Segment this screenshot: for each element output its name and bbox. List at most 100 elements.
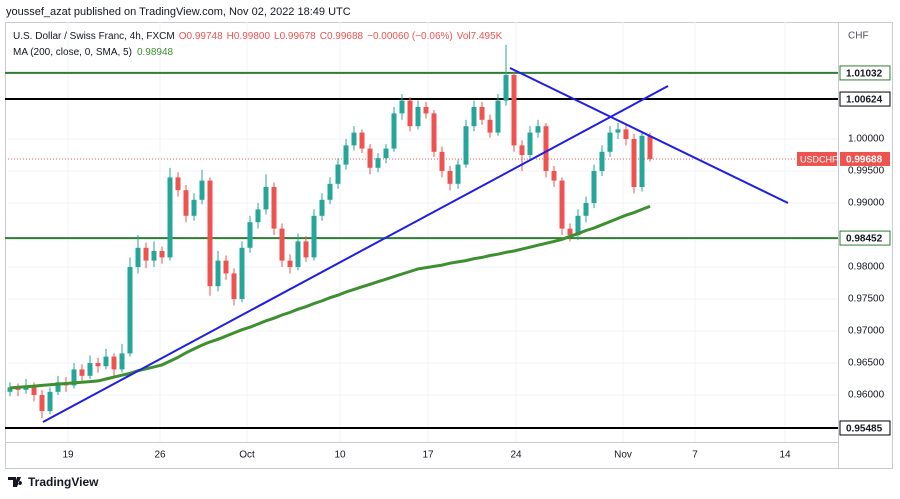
candle-body bbox=[487, 119, 493, 133]
candle-body bbox=[31, 385, 37, 396]
levels: 1.01032 1.00624 0.98452 0.95485 bbox=[5, 65, 891, 436]
symbol-label: USDCHF bbox=[800, 154, 838, 164]
level-label: 1.00624 bbox=[846, 95, 883, 106]
candle-body bbox=[623, 129, 629, 139]
ma-name: MA (200, close, 0, SMA, 5) bbox=[13, 47, 132, 58]
candle-body bbox=[319, 199, 325, 216]
y-tick-label: 0.97000 bbox=[848, 326, 885, 337]
candle-body bbox=[167, 177, 173, 258]
last-price-label: 0.99688 bbox=[846, 155, 883, 166]
moving-average bbox=[9, 204, 651, 390]
candle-body bbox=[631, 138, 637, 187]
candle-body bbox=[463, 126, 469, 165]
candle-body bbox=[47, 391, 53, 412]
level-label: 0.98452 bbox=[846, 234, 883, 245]
price-label-box bbox=[839, 65, 891, 81]
candle-body bbox=[391, 113, 397, 149]
candle-body bbox=[239, 247, 245, 300]
candle-body bbox=[279, 228, 285, 261]
candle-body bbox=[415, 106, 421, 127]
candle-body bbox=[87, 363, 93, 376]
y-tick-label: 1.00000 bbox=[848, 134, 885, 145]
byline: youssef_azat published on TradingView.co… bbox=[6, 6, 351, 18]
x-tick-label: 19 bbox=[62, 450, 74, 461]
candle-body bbox=[559, 180, 565, 229]
candle-body bbox=[103, 356, 109, 367]
price-label-box bbox=[839, 230, 891, 246]
ma-value: 0.98948 bbox=[137, 47, 174, 58]
price-label-box bbox=[839, 420, 891, 436]
candle-body bbox=[335, 164, 341, 184]
candle-body bbox=[143, 247, 149, 261]
logo: TradingView bbox=[8, 475, 99, 489]
brand: TradingView bbox=[28, 475, 99, 489]
candle-body bbox=[447, 170, 453, 184]
candle-body bbox=[519, 145, 525, 155]
candle-body bbox=[311, 215, 317, 258]
quote: O0.99748 bbox=[179, 31, 223, 42]
candle-body bbox=[423, 106, 429, 114]
x-tick-label: 17 bbox=[422, 450, 434, 461]
grid bbox=[8, 22, 838, 442]
candle-body bbox=[527, 132, 533, 155]
candle-body bbox=[191, 199, 197, 216]
candle-body bbox=[71, 369, 77, 386]
candle-body bbox=[263, 186, 269, 210]
candle-body bbox=[271, 186, 277, 229]
candle-body bbox=[551, 170, 557, 181]
candle-body bbox=[431, 113, 437, 152]
x-tick-label: 26 bbox=[154, 450, 166, 461]
candle-body bbox=[287, 260, 293, 268]
candle-body bbox=[575, 215, 581, 235]
candle-body bbox=[359, 132, 365, 149]
candle-body bbox=[343, 145, 349, 165]
candle-body bbox=[495, 100, 501, 133]
price-label-box bbox=[839, 91, 891, 107]
candle-body bbox=[199, 180, 205, 200]
candle-body bbox=[367, 148, 373, 168]
candle-body bbox=[295, 241, 301, 268]
candle-body bbox=[471, 106, 477, 127]
candle-body bbox=[183, 190, 189, 216]
currency: CHF bbox=[848, 31, 869, 42]
candle-body bbox=[303, 241, 309, 258]
y-tick-label: 0.99500 bbox=[848, 166, 885, 177]
quote: H0.99800 bbox=[227, 31, 271, 42]
candle-body bbox=[55, 382, 61, 392]
candle-body bbox=[543, 126, 549, 171]
y-tick-label: 0.98000 bbox=[848, 262, 885, 273]
candle-body bbox=[351, 132, 357, 146]
x-tick-label: 14 bbox=[779, 450, 791, 461]
quote: L0.99678 bbox=[274, 31, 316, 42]
candle-body bbox=[175, 177, 181, 191]
candle-body bbox=[39, 395, 45, 412]
candle-body bbox=[535, 126, 541, 133]
trend-line bbox=[509, 67, 789, 204]
candle-body bbox=[583, 202, 589, 216]
x-tick-label: Oct bbox=[239, 450, 255, 461]
candle-body bbox=[231, 273, 237, 300]
x-tick-label: 7 bbox=[692, 450, 698, 461]
candle-body bbox=[79, 369, 85, 376]
chart-frame bbox=[5, 22, 893, 469]
y-tick-label: 0.96000 bbox=[848, 390, 885, 401]
candle-body bbox=[399, 100, 405, 114]
legend-ma: MA (200, close, 0, SMA, 5) 0.98948 bbox=[13, 47, 174, 58]
y-tick-label: 0.96500 bbox=[848, 358, 885, 369]
candle-body bbox=[119, 353, 125, 370]
symbol-title: U.S. Dollar / Swiss Franc, 4h, FXCM bbox=[13, 31, 175, 42]
candle-body bbox=[647, 135, 653, 159]
candle-body bbox=[127, 267, 133, 354]
candle-body bbox=[455, 164, 461, 184]
candle-body bbox=[439, 151, 445, 171]
symbol-label-box bbox=[797, 151, 837, 166]
candle-body bbox=[207, 180, 213, 287]
candle-body bbox=[255, 209, 261, 223]
x-tick-label: 10 bbox=[334, 450, 346, 461]
candle-body bbox=[407, 100, 413, 127]
quote: Vol7.495K bbox=[457, 31, 503, 42]
candle-body bbox=[383, 148, 389, 159]
candle-body bbox=[599, 151, 605, 171]
candle-body bbox=[511, 74, 517, 146]
